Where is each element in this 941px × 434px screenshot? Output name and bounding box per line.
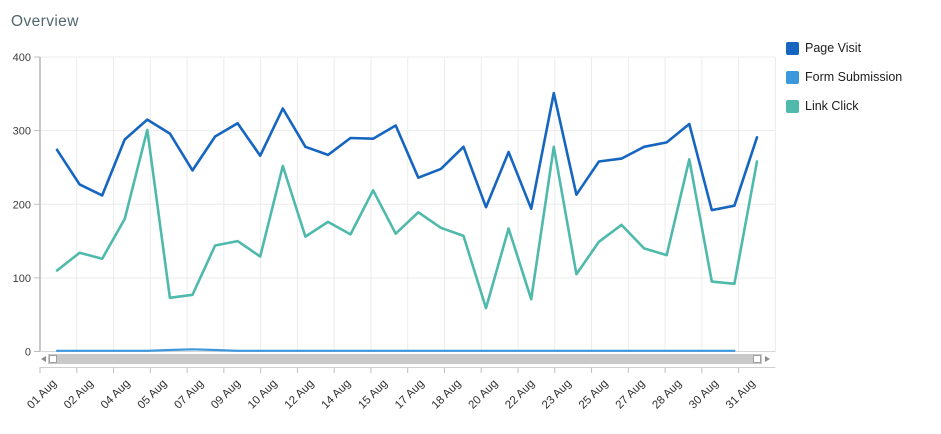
x-tick-label: 20 Aug (467, 378, 501, 412)
legend-item-page-visit[interactable]: Page Visit (786, 41, 902, 55)
scrollbar-right-handle[interactable] (753, 355, 761, 363)
x-tick-label: 22 Aug (503, 378, 537, 412)
legend-label: Form Submission (805, 70, 903, 84)
x-tick-label: 30 Aug (687, 378, 721, 412)
x-tick-label: 15 Aug (356, 378, 390, 412)
legend-item-form-submission[interactable]: Form Submission (786, 70, 902, 84)
x-tick-label: 27 Aug (614, 378, 648, 412)
x-tick-label: 28 Aug (650, 378, 684, 412)
y-axis-ticks (34, 56, 40, 352)
chart-title: Overview (11, 13, 79, 30)
x-tick-label: 31 Aug (724, 378, 758, 412)
x-tick-label: 23 Aug (540, 378, 574, 412)
range-scrollbar[interactable] (40, 354, 771, 365)
series-line-form-submission[interactable] (55, 348, 736, 352)
y-tick-label: 400 (13, 52, 31, 64)
x-tick-label: 12 Aug (283, 378, 317, 412)
x-tick-label: 17 Aug (393, 378, 427, 412)
y-tick-label: 0 (25, 347, 31, 359)
y-tick-label: 100 (13, 273, 31, 285)
series-lines (55, 91, 759, 352)
x-tick-label: 14 Aug (319, 378, 353, 412)
x-tick-label: 09 Aug (209, 378, 243, 412)
x-tick-label: 25 Aug (577, 378, 611, 412)
x-tick-label: 01 Aug (25, 378, 59, 412)
x-tick-label: 07 Aug (172, 378, 206, 412)
x-tick-label: 02 Aug (62, 378, 96, 412)
scrollbar-left-arrow-icon[interactable] (41, 356, 46, 362)
scrollbar-track[interactable] (48, 354, 762, 364)
series-line-link-click[interactable] (55, 128, 759, 310)
scrollbar-left-handle[interactable] (49, 355, 57, 363)
horizontal-gridlines (40, 56, 776, 279)
legend-item-link-click[interactable]: Link Click (786, 99, 902, 113)
series-line-page-visit[interactable] (55, 91, 759, 212)
link-click-swatch-icon (786, 99, 799, 113)
legend-label: Link Click (805, 99, 859, 113)
page-visit-swatch-icon (786, 41, 799, 55)
y-tick-label: 200 (13, 199, 31, 211)
legend-label: Page Visit (805, 41, 862, 55)
chart-legend: Page Visit Form Submission Link Click (786, 41, 902, 113)
x-tick-label: 04 Aug (99, 378, 133, 412)
scrollbar-right-arrow-icon[interactable] (765, 356, 770, 362)
x-axis-labels: 01 Aug 02 Aug 04 Aug 05 Aug 07 Aug 09 Aug 10 A… (25, 378, 757, 412)
x-tick-label: 10 Aug (246, 378, 280, 412)
y-axis-labels: 0 100 200 300 400 (13, 52, 31, 359)
y-tick-label: 300 (13, 126, 31, 138)
form-submission-swatch-icon (786, 70, 799, 84)
x-tick-label: 05 Aug (136, 378, 170, 412)
x-axis-ticks (39, 367, 740, 373)
x-tick-label: 18 Aug (430, 378, 464, 412)
